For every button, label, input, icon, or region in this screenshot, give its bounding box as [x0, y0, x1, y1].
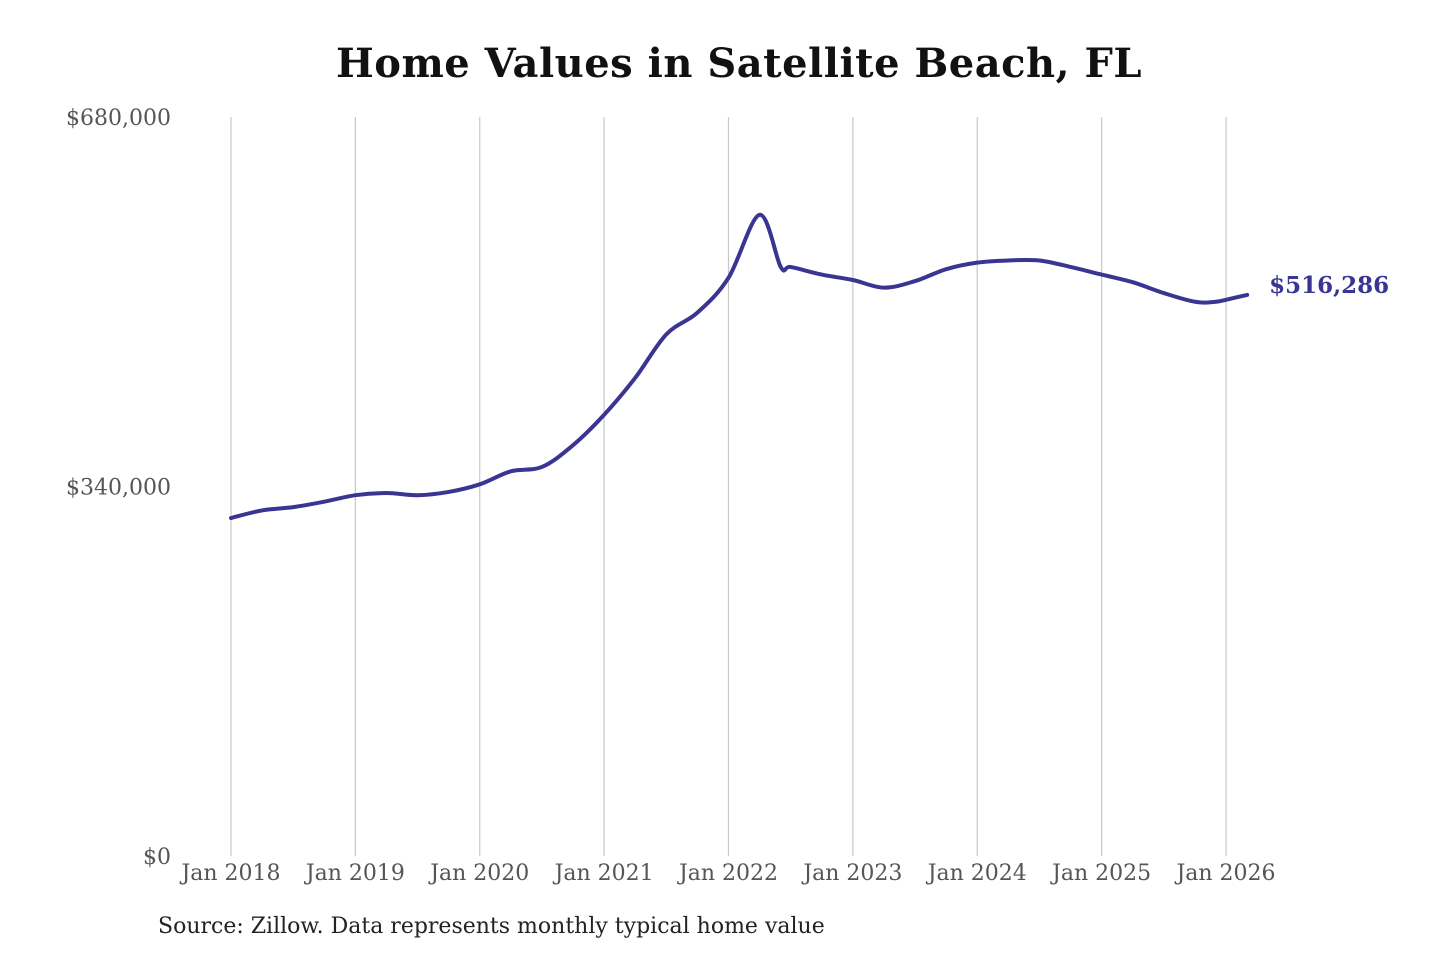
series-layer	[229, 212, 1250, 521]
x-tick-label: Jan 2020	[428, 861, 529, 886]
y-tick-label: $0	[143, 845, 171, 870]
x-tick-label: Jan 2024	[926, 861, 1027, 886]
y-tick-label: $680,000	[66, 106, 171, 131]
chart-title: Home Values in Satellite Beach, FL	[336, 40, 1142, 87]
x-tick-label: Jan 2023	[801, 861, 902, 886]
y-tick-label: $340,000	[66, 476, 171, 501]
gridlines	[230, 117, 1227, 856]
x-tick-label: Jan 2019	[304, 861, 405, 886]
x-tick-label: Jan 2021	[553, 861, 654, 886]
x-tick-label: Jan 2022	[677, 861, 778, 886]
series-line-0	[229, 212, 1250, 521]
end-label-layer: $516,286	[1269, 272, 1389, 299]
y-axis-ticks: $0 $340,000 $680,000	[66, 106, 171, 870]
x-axis-ticks: Jan 2018 Jan 2019 Jan 2020 Jan 2021 Jan 2022…	[179, 861, 1275, 886]
source-note: Source: Zillow. Data represents monthly …	[158, 914, 825, 939]
x-tick-label: Jan 2025	[1050, 861, 1151, 886]
end-value-label: $516,286	[1269, 272, 1389, 299]
x-tick-label: Jan 2018	[179, 861, 280, 886]
x-tick-label: Jan 2026	[1174, 861, 1275, 886]
